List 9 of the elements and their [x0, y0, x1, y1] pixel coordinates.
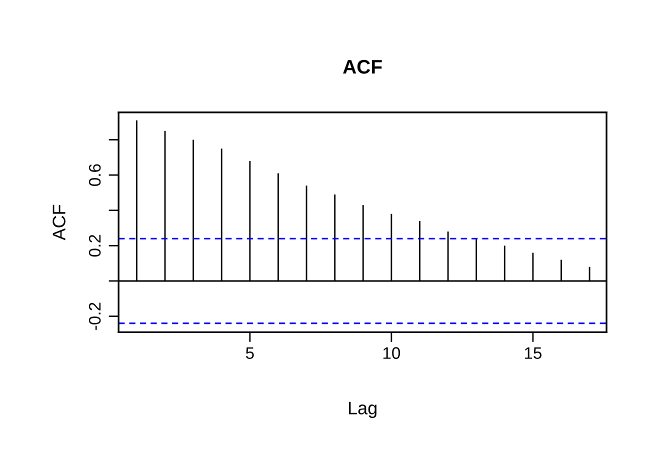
- x-tick-label: 5: [246, 347, 254, 359]
- x-tick-label: 10: [383, 347, 400, 359]
- y-axis-title: ACF: [52, 204, 66, 240]
- y-tick-label: -0.2: [88, 302, 101, 330]
- y-tick-label: 0.2: [88, 234, 101, 257]
- y-tick-label: 0.6: [88, 164, 101, 186]
- x-tick-label: 15: [524, 347, 542, 359]
- chart-title: ACF: [343, 60, 382, 74]
- x-axis-title: Lag: [348, 402, 376, 418]
